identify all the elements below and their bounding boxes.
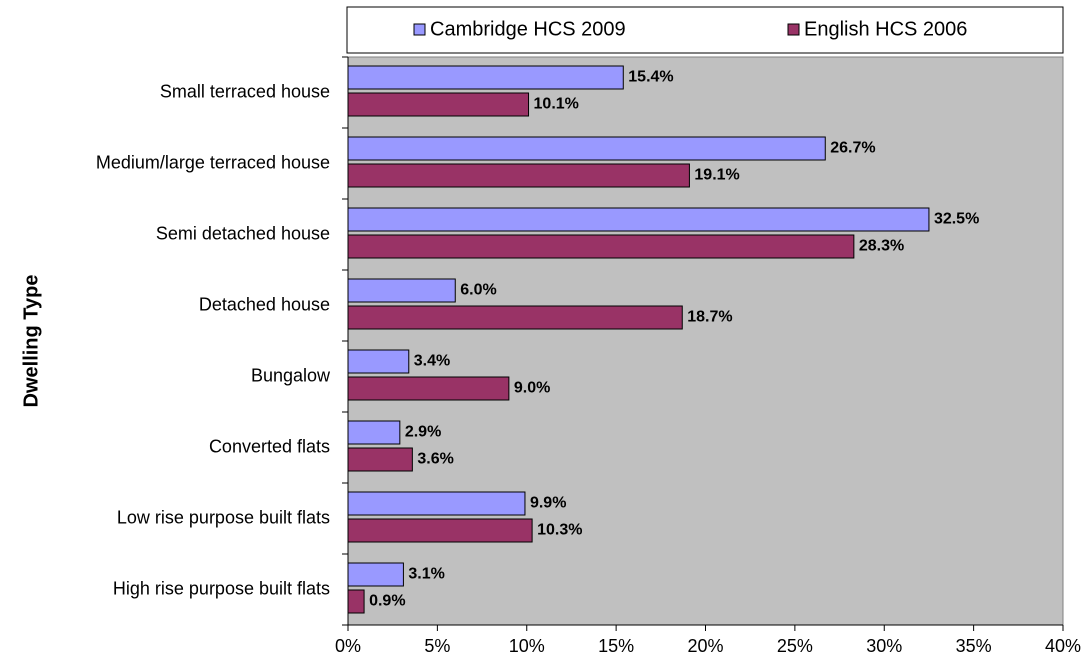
value-label: 9.9%: [530, 495, 566, 512]
x-tick-label: 25%: [777, 636, 813, 656]
value-label: 15.4%: [628, 69, 673, 86]
y-tick-label: Detached house: [199, 294, 330, 314]
bar: [347, 447, 413, 472]
y-tick-label: Semi detached house: [156, 223, 330, 243]
bar: [347, 562, 404, 587]
x-tick-label: 10%: [509, 636, 545, 656]
bar: [347, 234, 855, 259]
x-tick-label: 40%: [1045, 636, 1081, 656]
bar: [347, 420, 401, 445]
bar: [347, 305, 683, 330]
x-tick-label: 0%: [335, 636, 361, 656]
value-label: 3.1%: [408, 566, 444, 583]
bar: [347, 163, 690, 188]
value-label: 3.4%: [414, 353, 450, 370]
value-label: 9.0%: [514, 380, 550, 397]
legend-label: Cambridge HCS 2009: [430, 18, 626, 40]
value-label: 6.0%: [460, 282, 496, 299]
bar: [347, 518, 533, 543]
x-tick-label: 15%: [598, 636, 634, 656]
value-label: 10.3%: [537, 522, 582, 539]
bar: [347, 376, 510, 401]
x-tick-label: 35%: [956, 636, 992, 656]
bar: [347, 589, 365, 614]
bar: [347, 207, 930, 232]
y-tick-label: Converted flats: [209, 436, 330, 456]
value-label: 26.7%: [830, 140, 875, 157]
bar: [347, 491, 526, 516]
value-label: 2.9%: [405, 424, 441, 441]
bar: [347, 136, 826, 161]
value-label: 0.9%: [369, 593, 405, 610]
legend-swatch: [413, 23, 426, 36]
value-label: 18.7%: [687, 309, 732, 326]
x-tick-label: 20%: [687, 636, 723, 656]
bar: [347, 65, 624, 90]
y-tick-label: Medium/large terraced house: [96, 152, 330, 172]
y-tick-label: Small terraced house: [160, 81, 330, 101]
legend-label: English HCS 2006: [804, 18, 967, 40]
legend-box: [346, 6, 1064, 54]
y-axis-label: Dwelling Type: [20, 275, 42, 408]
x-tick-label: 30%: [866, 636, 902, 656]
bar: [347, 92, 530, 117]
value-label: 19.1%: [694, 167, 739, 184]
value-label: 28.3%: [859, 238, 904, 255]
y-tick-label: Low rise purpose built flats: [117, 507, 330, 527]
value-label: 10.1%: [534, 96, 579, 113]
bar: [347, 278, 456, 303]
y-tick-label: High rise purpose built flats: [113, 578, 330, 598]
y-tick-label: Bungalow: [251, 365, 331, 385]
value-label: 3.6%: [417, 451, 453, 468]
value-label: 32.5%: [934, 211, 979, 228]
legend-swatch: [787, 23, 800, 36]
x-tick-label: 5%: [424, 636, 450, 656]
bar: [347, 349, 410, 374]
